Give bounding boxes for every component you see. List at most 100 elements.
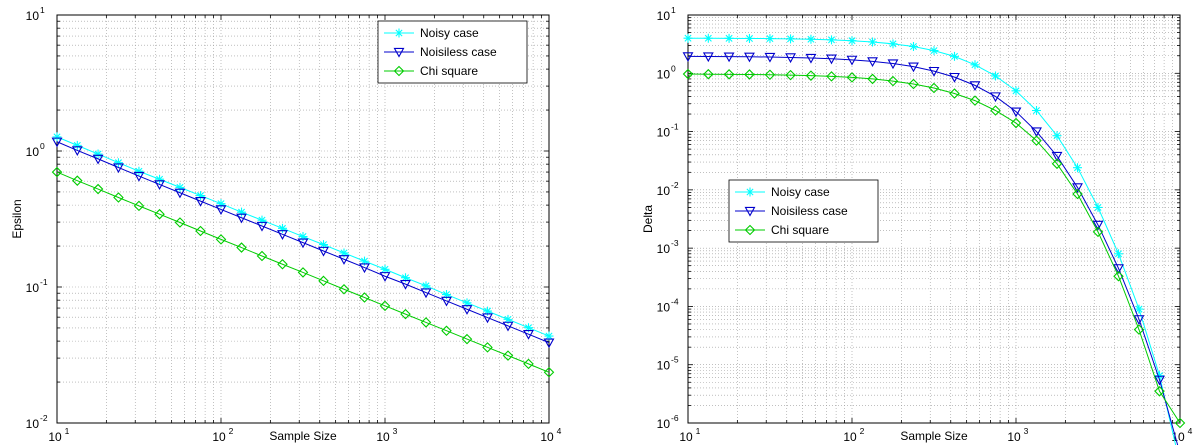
x-tick-label: 10	[376, 430, 390, 444]
y-tick-exponent: -5	[671, 355, 679, 365]
x-axis-label: Sample Size	[269, 429, 337, 443]
series-line	[56, 171, 550, 373]
data-point	[360, 256, 370, 266]
legend-label: Noisiless case	[420, 45, 497, 59]
data-point	[318, 246, 329, 257]
data-point	[236, 213, 247, 224]
y-tick-label: 10	[657, 9, 671, 23]
data-point	[826, 71, 837, 82]
x-tick-exponent: 3	[1024, 426, 1029, 436]
data-point	[175, 182, 185, 192]
data-point	[462, 298, 472, 308]
y-axis-label: Delta	[641, 205, 655, 233]
data-point	[1092, 220, 1104, 231]
data-point	[723, 52, 735, 63]
y-tick-exponent: 1	[40, 5, 45, 15]
data-point	[949, 88, 960, 99]
data-point	[134, 166, 144, 176]
data-point	[72, 175, 83, 186]
data-point	[1154, 375, 1165, 386]
series-noisiless-case	[51, 137, 555, 349]
data-point	[806, 34, 816, 44]
data-point	[1093, 202, 1103, 212]
data-point	[949, 72, 960, 83]
data-point	[133, 200, 145, 212]
data-point	[887, 59, 899, 70]
data-point	[1010, 117, 1022, 129]
data-point	[133, 171, 145, 182]
x-tick-exponent: 1	[696, 426, 701, 436]
data-point	[1031, 127, 1042, 138]
data-point	[380, 264, 390, 274]
data-point	[764, 69, 776, 80]
data-point	[71, 146, 83, 157]
data-point	[52, 132, 62, 142]
data-point	[215, 234, 227, 245]
data-point	[502, 321, 514, 332]
data-point	[868, 37, 878, 47]
data-point	[846, 72, 858, 83]
data-point	[174, 217, 186, 228]
y-tick-label: 10	[657, 67, 671, 81]
legend-label: Noisy case	[771, 185, 830, 199]
data-point	[827, 35, 837, 45]
data-point	[338, 255, 350, 265]
data-point	[319, 240, 329, 250]
x-tick-exponent: 1	[65, 426, 70, 436]
data-point	[764, 52, 776, 63]
legend-marker	[394, 28, 404, 38]
data-point	[524, 323, 533, 333]
data-point	[847, 36, 857, 46]
data-point	[908, 78, 919, 90]
data-point	[1154, 386, 1165, 397]
data-point	[359, 292, 370, 303]
data-point	[237, 207, 247, 217]
data-point	[113, 158, 123, 168]
y-tick-exponent: -2	[671, 180, 679, 190]
data-point	[216, 199, 226, 209]
data-point	[441, 325, 452, 336]
x-tick-label: 10	[843, 430, 857, 444]
data-point	[805, 53, 817, 64]
y-tick-exponent: -1	[40, 277, 48, 287]
data-point	[543, 338, 555, 349]
y-tick-label: 10	[657, 184, 671, 198]
series-noisy-case	[683, 33, 1177, 445]
data-point	[420, 288, 432, 299]
y-tick-label: 10	[26, 417, 40, 431]
data-point	[1032, 105, 1041, 115]
series-line	[56, 141, 550, 344]
x-tick-label: 10	[48, 430, 62, 444]
data-point	[786, 34, 796, 44]
legend: Noisy case Noisiless case Chi square	[377, 20, 528, 84]
data-point	[1011, 86, 1021, 96]
data-point	[888, 39, 898, 49]
x-axis-label: Sample Size	[900, 429, 968, 443]
y-tick-label: 10	[26, 145, 40, 159]
data-point	[543, 367, 555, 378]
data-point	[400, 279, 411, 290]
y-tick-label: 10	[26, 281, 40, 295]
data-point	[92, 154, 104, 165]
data-point	[523, 358, 534, 370]
data-point	[723, 69, 735, 80]
data-point	[442, 290, 452, 300]
data-point	[990, 92, 1001, 103]
data-point	[990, 105, 1001, 116]
x-tick-label: 10	[212, 430, 226, 444]
data-point	[682, 52, 694, 63]
data-point	[154, 180, 165, 191]
data-point	[826, 54, 837, 65]
data-point	[400, 273, 410, 283]
data-point	[1052, 131, 1062, 141]
series-chi-square	[51, 166, 555, 378]
x-tick-label: 10	[540, 430, 554, 444]
data-point	[744, 69, 755, 80]
data-point	[461, 305, 473, 315]
data-point	[196, 191, 206, 201]
data-point	[683, 33, 693, 43]
data-point	[1072, 188, 1083, 200]
data-point	[502, 350, 514, 361]
y-tick-label: 10	[657, 359, 671, 373]
data-point	[867, 73, 878, 85]
